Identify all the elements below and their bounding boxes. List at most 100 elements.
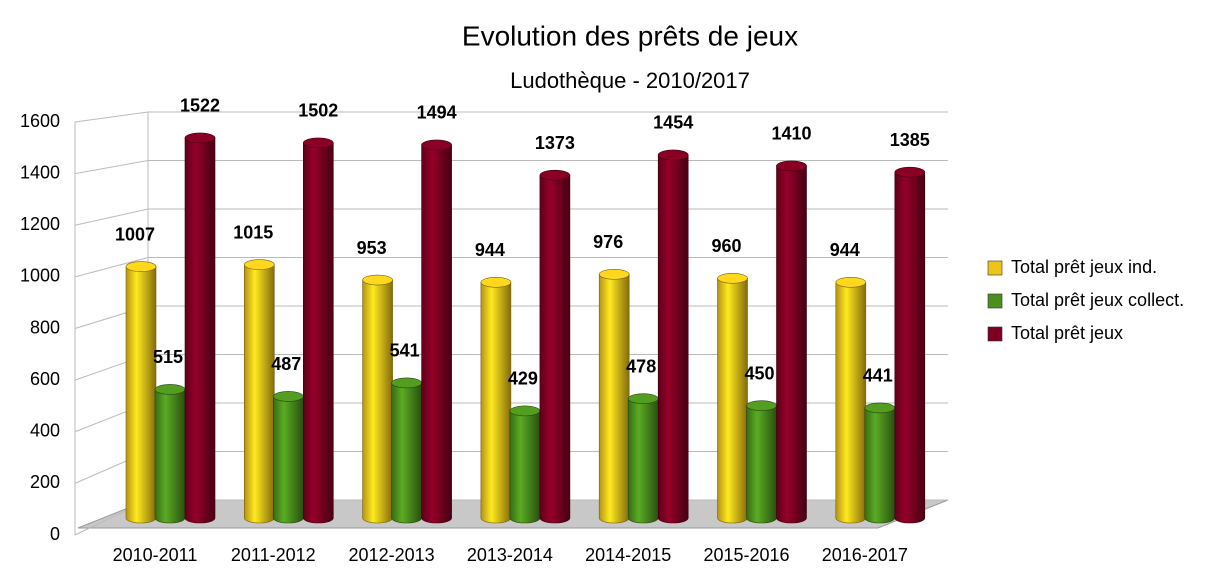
bar xyxy=(243,259,275,524)
grid-slant xyxy=(74,257,149,278)
y-tick-label: 1200 xyxy=(20,214,60,234)
bar-top xyxy=(627,393,659,404)
bar-body xyxy=(717,278,748,524)
bar-body xyxy=(835,281,867,524)
bar-body xyxy=(480,281,512,524)
bar-body xyxy=(303,142,334,524)
y-tick-label: 200 xyxy=(30,472,60,492)
bar xyxy=(835,276,867,524)
bar-top xyxy=(480,276,512,288)
bar-top xyxy=(125,261,157,272)
bar-top xyxy=(598,269,630,280)
bar-top xyxy=(243,259,275,270)
bar xyxy=(184,132,216,524)
bar-top xyxy=(657,149,689,161)
bar-body xyxy=(627,398,659,524)
bar-body xyxy=(657,154,689,524)
data-label: 944 xyxy=(830,240,860,260)
bar-top xyxy=(717,272,748,284)
data-label: 1007 xyxy=(115,224,155,244)
bar-body xyxy=(776,165,807,524)
legend-label: Total prêt jeux collect. xyxy=(1011,290,1184,310)
bar xyxy=(480,276,512,524)
y-tick-label: 1400 xyxy=(20,162,60,182)
bar-top xyxy=(835,276,867,288)
bar xyxy=(421,139,452,524)
y-tick-label: 800 xyxy=(30,317,60,337)
data-label: 960 xyxy=(711,236,741,256)
data-label: 1454 xyxy=(653,113,693,133)
legend-swatch xyxy=(987,326,1003,342)
bar-top xyxy=(302,137,334,149)
bar xyxy=(272,391,304,524)
bar xyxy=(539,169,571,524)
bar xyxy=(509,405,541,524)
bar-top xyxy=(391,377,422,389)
legend-label: Total prêt jeux xyxy=(1011,323,1123,343)
bar-top xyxy=(776,160,807,172)
bar xyxy=(894,166,926,524)
x-tick-label: 2013-2014 xyxy=(467,545,553,565)
bar xyxy=(391,377,422,524)
data-label: 487 xyxy=(271,354,301,374)
legend-label: Total prêt jeux ind. xyxy=(1011,257,1157,277)
bar-body xyxy=(421,144,452,524)
bar-top xyxy=(154,384,186,395)
data-label: 1373 xyxy=(535,133,575,153)
x-tick-label: 2015-2016 xyxy=(703,545,789,565)
x-tick-label: 2012-2013 xyxy=(349,545,435,565)
x-tick-label: 2014-2015 xyxy=(585,545,671,565)
y-tick-label: 600 xyxy=(30,369,60,389)
grid-slant xyxy=(74,111,149,123)
x-tick-label: 2016-2017 xyxy=(822,545,908,565)
data-label: 1522 xyxy=(180,96,220,116)
bar-body xyxy=(362,279,393,524)
chart-subtitle: Ludothèque - 2010/2017 xyxy=(510,68,750,93)
bar-body xyxy=(894,171,926,524)
data-label: 1410 xyxy=(771,124,811,144)
data-label: 1385 xyxy=(890,130,930,150)
bar-body xyxy=(539,174,571,524)
data-label: 1494 xyxy=(417,103,457,123)
data-label: 953 xyxy=(357,238,387,258)
grid-slant xyxy=(74,160,149,175)
bar-body xyxy=(125,266,157,524)
y-tick-label: 400 xyxy=(30,421,60,441)
bar-body xyxy=(244,264,275,524)
data-label: 441 xyxy=(863,366,893,386)
legend-swatch xyxy=(987,260,1003,276)
bar-top xyxy=(362,274,393,286)
bar xyxy=(657,149,689,524)
data-label: 429 xyxy=(508,369,538,389)
bar-top xyxy=(184,132,216,144)
data-label: 450 xyxy=(744,363,774,383)
legend-swatch xyxy=(987,293,1003,309)
bar-body xyxy=(154,389,186,524)
y-tick-label: 1000 xyxy=(20,266,60,286)
bar-top xyxy=(421,139,452,151)
x-tick-label: 2011-2012 xyxy=(231,545,316,565)
bar-top xyxy=(894,166,926,178)
bar xyxy=(154,384,186,524)
bar-top xyxy=(864,402,896,414)
bar-body xyxy=(184,137,216,524)
data-label: 515 xyxy=(153,347,183,367)
y-tick-label: 0 xyxy=(50,524,60,544)
data-label: 976 xyxy=(593,232,623,252)
bar-body xyxy=(598,274,630,524)
bar-body xyxy=(864,407,896,524)
bar xyxy=(125,261,157,524)
data-label: 1502 xyxy=(298,101,338,121)
bar-top xyxy=(539,169,571,181)
bar-body xyxy=(391,382,422,524)
bar-body xyxy=(746,405,777,524)
bar xyxy=(717,272,748,524)
data-label: 478 xyxy=(626,356,656,376)
bar-body xyxy=(273,396,304,524)
bar-top xyxy=(272,391,304,402)
bar xyxy=(776,160,807,524)
bar xyxy=(864,402,896,524)
y-tick-label: 1600 xyxy=(20,111,60,131)
bar xyxy=(746,400,777,524)
